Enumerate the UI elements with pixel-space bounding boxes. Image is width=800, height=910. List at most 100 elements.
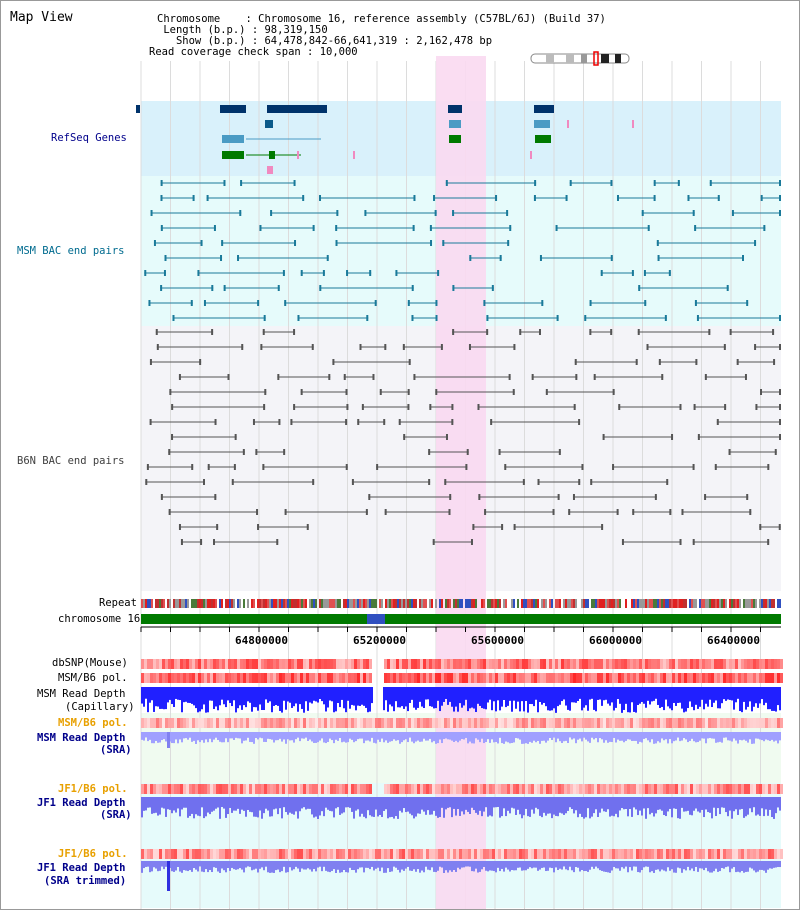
depth-bar [677, 732, 679, 738]
depth-bar [645, 797, 647, 819]
repeat-block [285, 599, 287, 608]
depth-bar [665, 732, 667, 740]
b6n-bac-pair-end [432, 539, 435, 545]
repeat-block [401, 599, 403, 608]
depth-bar [315, 797, 317, 817]
heat-cell [273, 784, 276, 794]
depth-bar [385, 797, 387, 810]
heat-cell [552, 718, 555, 728]
msm-bac-pair-end [600, 270, 603, 276]
depth-bar [571, 732, 573, 740]
heat-cell [465, 718, 468, 728]
heat-cell [513, 718, 516, 728]
heat-cell [741, 673, 744, 683]
repeat-block [181, 599, 183, 608]
depth-bar [677, 687, 679, 703]
depth-bar [377, 732, 379, 740]
b6n-bac-pair-end [746, 494, 749, 500]
heat-cell [246, 849, 249, 859]
depth-bar [425, 797, 427, 815]
refseq-genes-label[interactable]: RefSeq Genes [51, 132, 127, 144]
repeat-block [183, 599, 185, 608]
depth-bar [411, 861, 413, 871]
heat-cell [225, 659, 228, 669]
heat-cell [705, 673, 708, 683]
depth-bar [759, 861, 761, 870]
depth-bar [383, 687, 385, 711]
depth-bar [181, 732, 183, 743]
depth-bar [633, 732, 635, 741]
depth-bar [643, 797, 645, 809]
repeat-block [487, 599, 489, 608]
depth-bar [419, 687, 421, 702]
depth-bar [449, 732, 451, 740]
depth-bar [543, 861, 545, 868]
b6n-bac-pair-end [156, 344, 159, 350]
msm-bac-pair-end [284, 300, 287, 306]
heat-cell [708, 784, 711, 794]
repeat-block [705, 599, 707, 608]
heat-cell [300, 784, 303, 794]
heat-cell [762, 784, 765, 794]
depth-bar [485, 687, 487, 710]
coverage-info: Read coverage check span : 10,000 [149, 46, 358, 58]
heat-cell [693, 673, 696, 683]
depth-bar [235, 732, 237, 738]
heat-cell [297, 784, 300, 794]
depth-bar [737, 687, 739, 699]
repeat-block [281, 599, 283, 608]
depth-bar [433, 861, 435, 872]
heat-cell [633, 673, 636, 683]
repeat-block [305, 599, 307, 608]
msm-read-depth-capillary-label: MSM Read Depth [37, 688, 126, 700]
heat-cell [162, 784, 165, 794]
heat-cell [426, 784, 429, 794]
depth-bar [363, 732, 365, 744]
heat-cell [648, 784, 651, 794]
depth-bar [479, 797, 481, 811]
depth-bar [383, 797, 385, 811]
heat-cell [222, 659, 225, 669]
b6n-bac-pair-end [160, 494, 163, 500]
depth-bar [713, 797, 715, 808]
repeat-block [499, 599, 501, 608]
depth-bar [681, 797, 683, 808]
depth-bar [687, 797, 689, 811]
depth-bar [471, 861, 473, 872]
heat-cell [327, 849, 330, 859]
depth-bar [493, 797, 495, 808]
depth-bar [707, 861, 709, 872]
b6n-bac-pair-end [379, 389, 382, 395]
repeat-block [199, 599, 201, 608]
depth-bar [619, 732, 621, 741]
msm-bac-pair-end [297, 315, 300, 321]
repeat-block [681, 599, 683, 608]
depth-bar [619, 861, 621, 871]
b6n-bac-pair-end [708, 329, 711, 335]
repeat-block [481, 599, 483, 608]
heat-cell [567, 718, 570, 728]
heat-cell [183, 673, 186, 683]
depth-bar [549, 861, 551, 868]
heat-cell [711, 718, 714, 728]
heat-cell [339, 849, 342, 859]
depth-bar [769, 687, 771, 710]
heat-cell [189, 849, 192, 859]
depth-bar [497, 687, 499, 701]
msm-bac-pair-end [237, 255, 240, 261]
depth-bar [407, 732, 409, 743]
depth-bar [347, 687, 349, 701]
b6n-bac-label[interactable]: B6N BAC end pairs [17, 455, 125, 467]
depth-bar [439, 797, 441, 818]
depth-bar [625, 797, 627, 809]
heat-cell [738, 718, 741, 728]
depth-bar [629, 732, 631, 740]
depth-bar [313, 797, 315, 818]
depth-bar [527, 732, 529, 744]
heat-cell [450, 659, 453, 669]
msm-bac-label[interactable]: MSM BAC end pairs [17, 245, 125, 257]
depth-bar [319, 797, 321, 816]
depth-bar [551, 861, 553, 869]
heat-cell [732, 659, 735, 669]
